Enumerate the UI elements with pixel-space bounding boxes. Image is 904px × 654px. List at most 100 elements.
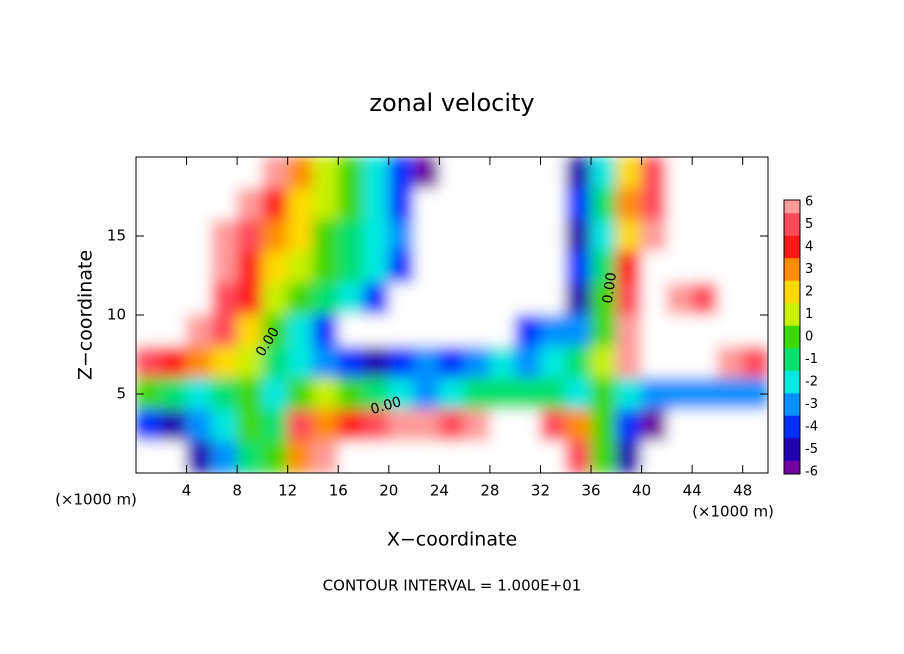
field-cell	[186, 314, 213, 348]
field-cell	[312, 282, 339, 316]
field-cell	[413, 440, 440, 473]
field-cell	[388, 409, 415, 442]
field-cell	[186, 282, 213, 316]
field-cell	[539, 251, 567, 284]
field-cell	[742, 157, 768, 190]
field-cell	[186, 377, 213, 411]
colorbar-band	[784, 280, 800, 304]
field-cell	[514, 314, 541, 348]
y-unit: (×1000 m)	[692, 503, 774, 521]
field-cell	[716, 409, 744, 442]
field-cell	[363, 219, 390, 253]
colorbar-band	[784, 258, 800, 282]
field-cell	[312, 409, 339, 442]
field-cell	[312, 377, 339, 411]
x-tick-label: 20	[379, 482, 398, 500]
field-cell	[211, 188, 238, 221]
field-cell	[691, 377, 718, 411]
field-cell	[615, 314, 643, 348]
field-cell	[615, 377, 643, 411]
field-cell	[337, 188, 365, 221]
field-cell	[489, 314, 516, 348]
field-cell	[312, 188, 339, 221]
field-cell	[691, 440, 718, 473]
field-cell	[641, 346, 668, 379]
colorbar-label: -3	[805, 397, 818, 412]
field-cell	[615, 251, 643, 284]
field-cell	[413, 409, 440, 442]
field-cell	[464, 346, 491, 379]
field-cell	[565, 188, 592, 221]
field-cell	[539, 346, 567, 379]
field-cell	[261, 440, 289, 473]
field-cell	[615, 440, 643, 473]
field-cell	[666, 219, 693, 253]
field-cell	[337, 314, 365, 348]
field-cell	[464, 282, 491, 316]
field-cell	[261, 157, 289, 190]
field-cell	[691, 409, 718, 442]
field-cell	[186, 219, 213, 253]
field-cell	[716, 346, 744, 379]
colorbar-label: 4	[805, 240, 813, 255]
field-cell	[742, 346, 768, 379]
field-cell	[136, 157, 162, 190]
field-cell	[464, 219, 491, 253]
field-cell	[186, 409, 213, 442]
field-cell	[641, 314, 668, 348]
field-cell	[363, 440, 390, 473]
field-cell	[388, 251, 415, 284]
field-cell	[565, 157, 592, 190]
field-cell	[287, 188, 314, 221]
field-cell	[136, 282, 162, 316]
field-cell	[413, 282, 440, 316]
colorbar-band	[784, 200, 800, 214]
field-cell	[337, 251, 365, 284]
x-unit: (×1000 m)	[55, 491, 137, 509]
field-cell	[413, 377, 440, 411]
x-tick-label: 48	[733, 482, 752, 500]
field-cell	[742, 282, 768, 316]
field-cell	[539, 157, 567, 190]
field-cell	[641, 251, 668, 284]
field-cell	[489, 188, 516, 221]
field-cell	[211, 314, 238, 348]
field-cell	[615, 282, 643, 316]
field-cell	[337, 346, 365, 379]
field-cell	[438, 440, 466, 473]
colorbar-label: -1	[805, 352, 818, 367]
field-cell	[438, 346, 466, 379]
field-cell	[312, 219, 339, 253]
field-area	[136, 157, 768, 473]
colorbar-label: -5	[805, 442, 818, 457]
field-cell	[641, 282, 668, 316]
field-cell	[160, 314, 188, 348]
field-cell	[464, 409, 491, 442]
field-cell	[160, 346, 188, 379]
field-cell	[236, 188, 263, 221]
field-cell	[539, 282, 567, 316]
field-cell	[186, 188, 213, 221]
x-tick-label: 44	[683, 482, 702, 500]
field-cell	[565, 440, 592, 473]
field-cell	[666, 409, 693, 442]
x-tick-label: 40	[632, 482, 651, 500]
colorbar-band	[784, 393, 800, 417]
field-cell	[464, 377, 491, 411]
field-cell	[691, 188, 718, 221]
field-cell	[514, 282, 541, 316]
field-cell	[514, 251, 541, 284]
field-cell	[261, 188, 289, 221]
field-cell	[565, 377, 592, 411]
field-cell	[363, 314, 390, 348]
field-cell	[641, 440, 668, 473]
field-cell	[489, 409, 516, 442]
colorbar-band	[784, 460, 800, 475]
field-cell	[716, 251, 744, 284]
field-cell	[136, 409, 162, 442]
field-cell	[539, 188, 567, 221]
field-cell	[160, 409, 188, 442]
field-cell	[590, 346, 617, 379]
colorbar-band	[784, 213, 800, 237]
